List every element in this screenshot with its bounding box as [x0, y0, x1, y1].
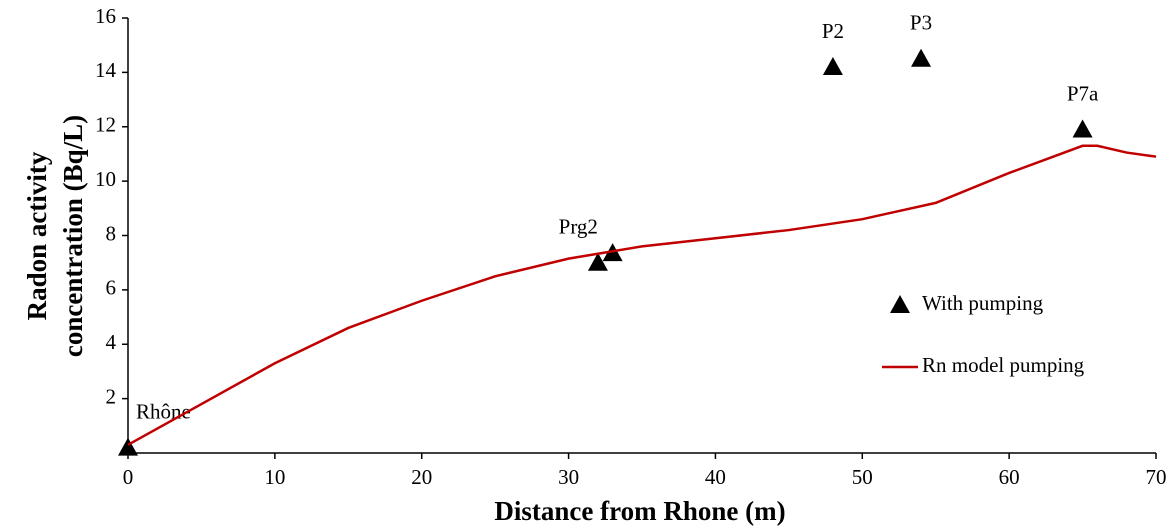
- legend-marker: [890, 295, 910, 313]
- x-tick-label: 70: [1146, 465, 1167, 489]
- x-tick-label: 10: [264, 465, 285, 489]
- data-point: [587, 252, 608, 271]
- y-axis-title: Radon activity: [22, 151, 52, 320]
- x-tick-label: 30: [558, 465, 579, 489]
- y-tick-label: 6: [106, 276, 117, 300]
- point-label: Rhône: [136, 399, 191, 423]
- data-point: [822, 56, 843, 75]
- y-tick-label: 12: [95, 113, 116, 137]
- point-label: P2: [822, 19, 844, 43]
- data-point: [911, 48, 932, 67]
- y-tick-label: 8: [106, 221, 117, 245]
- y-tick-label: 2: [106, 384, 117, 408]
- legend-label: Rn model pumping: [922, 353, 1085, 377]
- y-axis-title: concentration (Bq/L): [58, 115, 88, 357]
- y-tick-label: 16: [95, 4, 116, 28]
- x-tick-label: 50: [852, 465, 873, 489]
- y-tick-label: 10: [95, 167, 116, 191]
- x-tick-label: 40: [705, 465, 726, 489]
- point-label: P7a: [1067, 81, 1099, 105]
- legend-label: With pumping: [922, 291, 1044, 315]
- y-tick-label: 4: [106, 330, 117, 354]
- point-label: P3: [910, 11, 932, 35]
- data-point: [1072, 119, 1093, 138]
- x-tick-label: 60: [999, 465, 1020, 489]
- x-axis-title: Distance from Rhone (m): [494, 496, 785, 526]
- x-tick-label: 0: [123, 465, 134, 489]
- point-label: Prg2: [559, 215, 598, 239]
- x-tick-label: 20: [411, 465, 432, 489]
- y-tick-label: 14: [95, 58, 117, 82]
- model-line: [127, 144, 1157, 446]
- data-point: [118, 437, 138, 456]
